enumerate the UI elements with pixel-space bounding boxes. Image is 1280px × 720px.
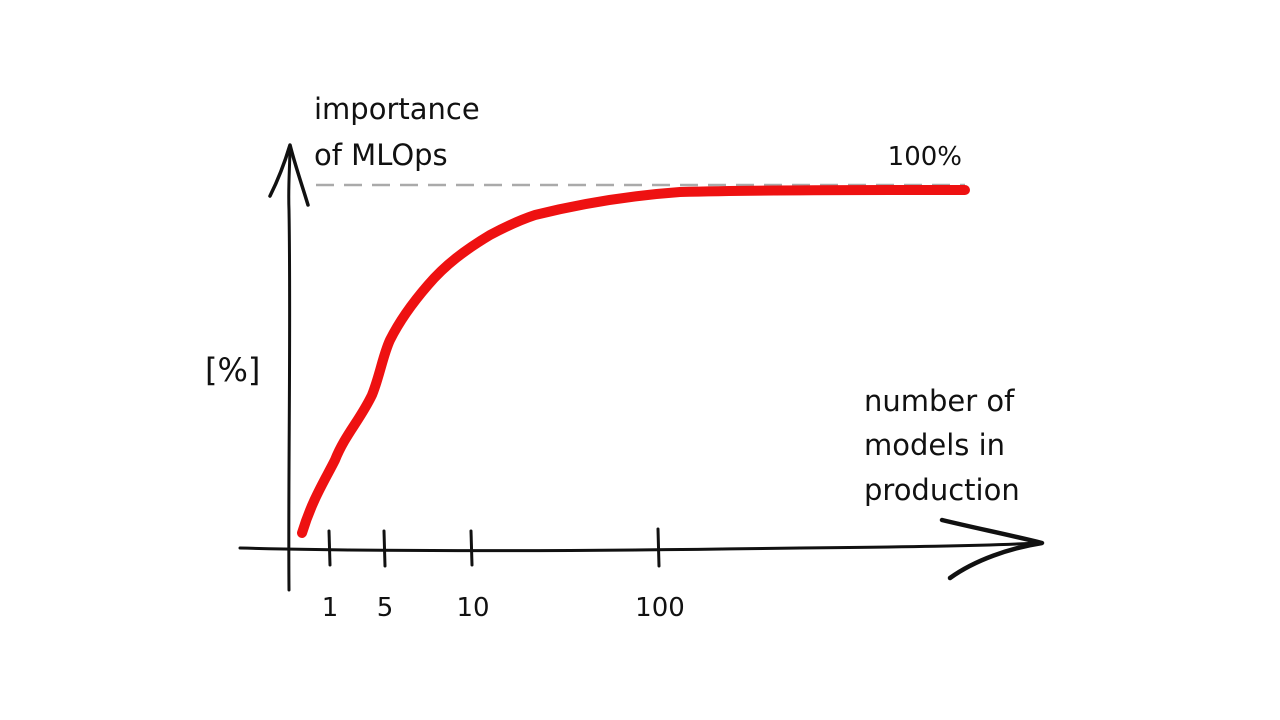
x-axis-title-line-2: models in (864, 428, 1005, 462)
x-tick-mark-10 (469, 529, 474, 567)
x-tick-label-5: 5 (377, 593, 394, 623)
x-tick-mark-5 (382, 529, 387, 568)
x-tick-mark-1 (327, 529, 332, 567)
y-axis (287, 143, 292, 592)
x-tick-mark-100 (656, 527, 661, 568)
y-axis-arrowhead (268, 143, 310, 207)
x-axis-arrowhead (939, 517, 1045, 581)
x-tick-label-100: 100 (635, 593, 685, 623)
series-curve (297, 185, 970, 538)
x-tick-marks (327, 527, 661, 568)
x-axis (238, 541, 1042, 553)
y-axis-unit-label: [%] (205, 351, 260, 389)
y-axis-title-line-2: of MLOps (314, 138, 448, 172)
y-axis-title-line-1: importance (314, 92, 480, 126)
x-tick-label-10: 10 (456, 593, 489, 623)
x-tick-label-1: 1 (322, 593, 339, 623)
x-axis-title-line-3: production (864, 473, 1020, 507)
x-axis-title-line-1: number of (864, 384, 1015, 418)
reference-line-label: 100% (888, 142, 962, 172)
